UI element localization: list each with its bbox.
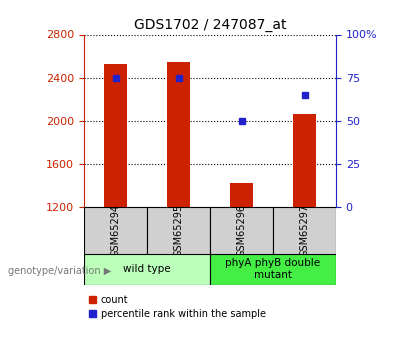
Title: GDS1702 / 247087_at: GDS1702 / 247087_at (134, 18, 286, 32)
Bar (210, 254, 336, 285)
Bar (168, 62, 189, 207)
Legend: count, percentile rank within the sample: count, percentile rank within the sample (89, 295, 265, 318)
Text: genotype/variation ▶: genotype/variation ▶ (8, 266, 112, 276)
Bar (147, 207, 210, 254)
Text: GSM65297: GSM65297 (299, 204, 310, 257)
Bar (231, 183, 252, 207)
Bar (210, 207, 273, 254)
Text: GSM65295: GSM65295 (173, 204, 184, 257)
Text: wild type: wild type (123, 264, 171, 274)
Bar (105, 63, 126, 207)
Bar (273, 207, 336, 254)
Text: GSM65296: GSM65296 (236, 204, 247, 257)
Text: GSM65294: GSM65294 (110, 204, 121, 257)
Bar (84, 207, 147, 254)
Bar (84, 254, 210, 285)
Text: phyA phyB double
mutant: phyA phyB double mutant (226, 258, 320, 280)
Bar (294, 114, 315, 207)
